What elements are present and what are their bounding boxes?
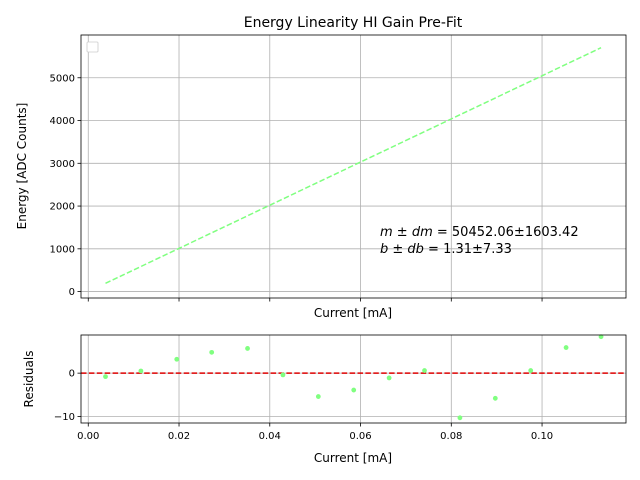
residual-point <box>138 368 144 374</box>
y-tick-label: 5000 <box>50 73 75 84</box>
residual-point <box>174 356 180 362</box>
energy-plot-x-label: Current [mA] <box>314 306 392 320</box>
y-tick-label: 0 <box>69 287 75 298</box>
y-tick-label: −10 <box>54 412 75 423</box>
energy-plot-grid <box>81 35 626 298</box>
intercept-annotation-symbol: b ± db <box>380 242 424 257</box>
residual-point <box>209 349 215 355</box>
x-tick-label: 0.10 <box>531 431 553 442</box>
energy-plot-y-label: Energy [ADC Counts] <box>15 103 29 230</box>
residual-point <box>386 375 392 381</box>
residuals-plot-ticks: 0.00 0.02 0.04 0.06 0.08 0.10 −10 0 <box>54 369 553 442</box>
residuals-plot-data <box>81 334 626 421</box>
residual-point <box>457 415 463 421</box>
residual-point <box>422 368 427 373</box>
intercept-annotation: b ± db = 1.31±7.33 <box>380 242 512 257</box>
residuals-plot-y-label: Residuals <box>22 351 36 408</box>
x-tick-label: 0.00 <box>77 431 99 442</box>
residual-point <box>492 395 498 401</box>
residual-point <box>351 387 357 393</box>
energy-plot-title: Energy Linearity HI Gain Pre-Fit <box>244 15 463 31</box>
residual-point <box>103 374 108 380</box>
residual-point <box>598 334 604 340</box>
residual-point <box>280 372 286 378</box>
energy-plot-frame <box>80 34 627 299</box>
energy-plot-data <box>105 47 602 285</box>
x-tick-label: 0.02 <box>168 431 190 442</box>
slope-annotation: m ± dm = 50452.06±1603.42 <box>380 225 579 240</box>
x-tick-label: 0.08 <box>440 431 462 442</box>
y-tick-label: 2000 <box>50 202 75 213</box>
residuals-plot-x-label: Current [mA] <box>314 451 392 465</box>
y-tick-label: 0 <box>69 369 75 380</box>
fit-line <box>105 47 602 285</box>
slope-annotation-symbol: m ± dm <box>380 225 433 240</box>
x-tick-label: 0.06 <box>349 431 371 442</box>
y-tick-label: 3000 <box>50 159 75 170</box>
legend-box <box>86 41 99 53</box>
slope-annotation-value: = 50452.06±1603.42 <box>433 225 579 240</box>
residual-point <box>528 368 534 373</box>
residual-point <box>245 346 250 351</box>
y-tick-label: 4000 <box>50 116 75 127</box>
residuals-plot-frame <box>80 334 627 424</box>
residual-point <box>563 345 569 350</box>
residual-point <box>315 394 321 399</box>
residuals-plot-background <box>81 335 626 423</box>
residuals-plot: 0.00 0.02 0.04 0.06 0.08 0.10 −10 0 Current [mA… <box>22 334 627 465</box>
intercept-annotation-value: = 1.31±7.33 <box>424 242 512 257</box>
energy-plot: 0 1000 2000 3000 4000 5000 Energy Linearity H… <box>15 15 627 320</box>
x-tick-label: 0.04 <box>259 431 281 442</box>
energy-plot-ticks: 0 1000 2000 3000 4000 5000 <box>50 73 543 302</box>
y-tick-label: 1000 <box>50 244 75 255</box>
